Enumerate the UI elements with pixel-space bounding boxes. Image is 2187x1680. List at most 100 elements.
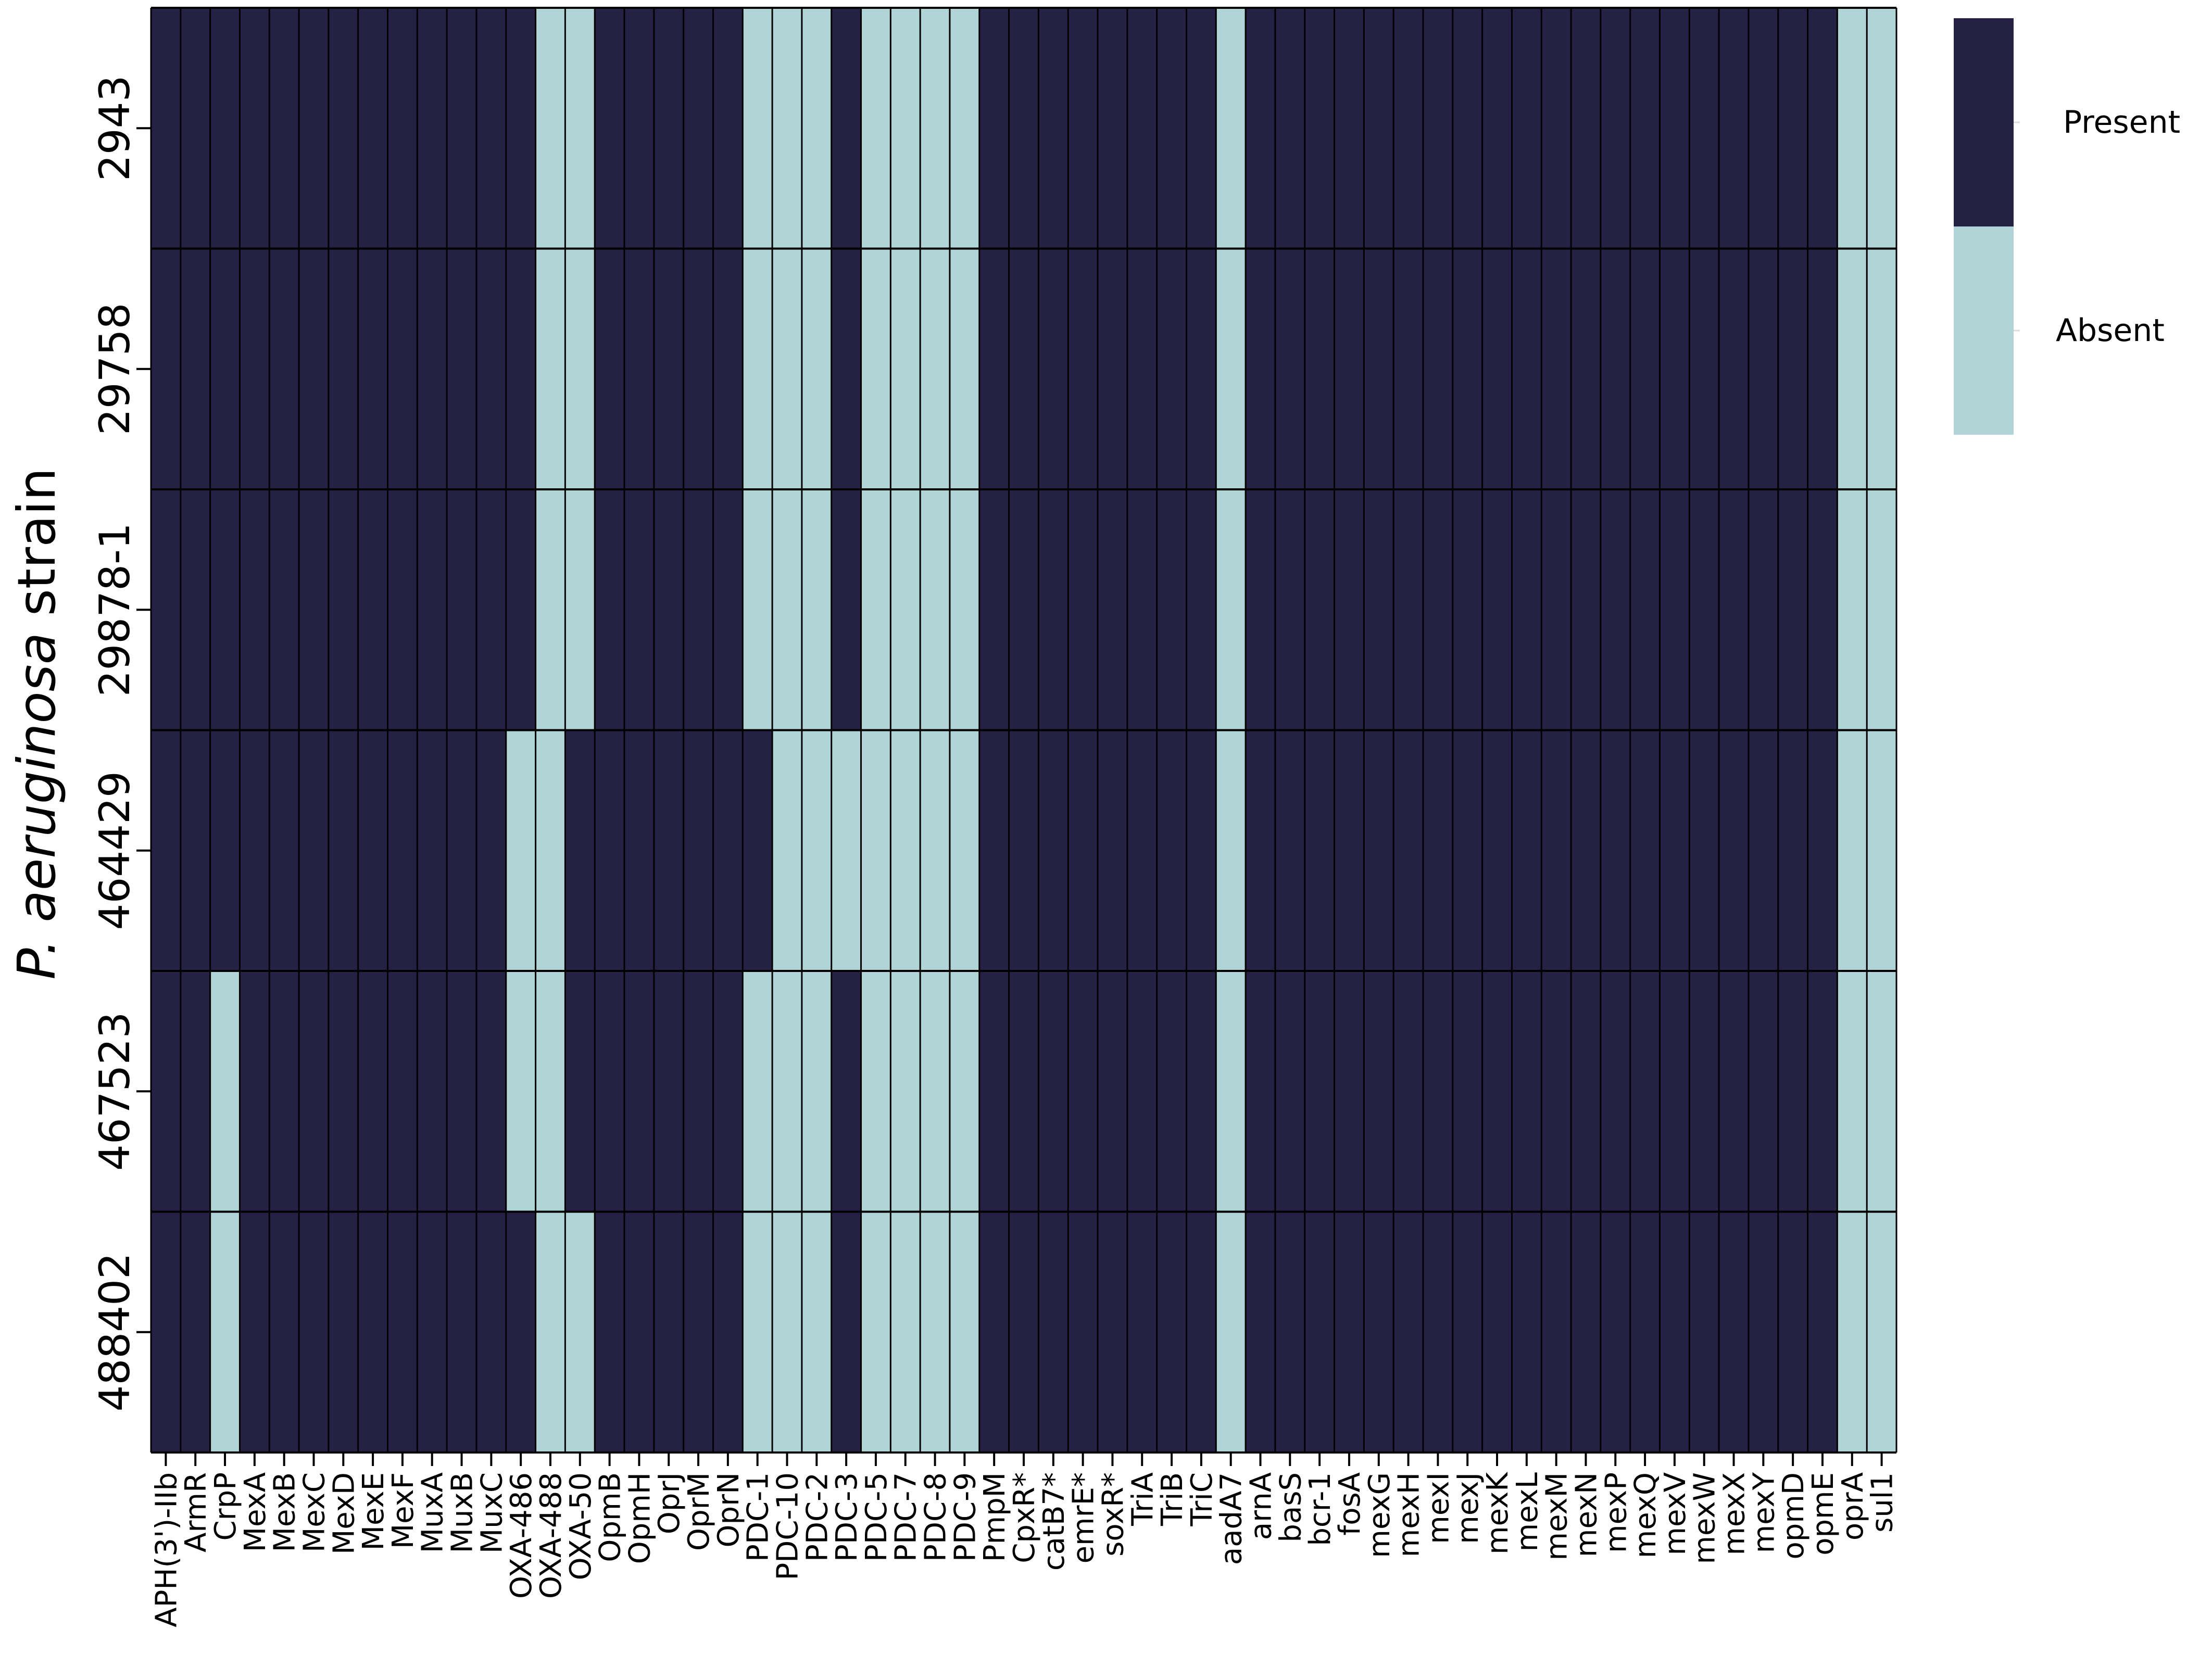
heatmap-cell-464429-mexV bbox=[1660, 730, 1690, 971]
heatmap-cell-2943-MexB bbox=[269, 8, 299, 249]
heatmap-cell-2943-MexC bbox=[299, 8, 329, 249]
x-tick-label: OpmB bbox=[594, 1472, 627, 1562]
heatmap-cell-467523-mexY bbox=[1748, 971, 1779, 1212]
heatmap-cell-464429-mexJ bbox=[1452, 730, 1483, 971]
heatmap-cell-464429-PDC-10 bbox=[772, 730, 802, 971]
heatmap-cell-488402-oprA bbox=[1837, 1211, 1867, 1453]
heatmap-cell-464429-mexY bbox=[1748, 730, 1779, 971]
heatmap-cell-488402-opmD bbox=[1778, 1211, 1808, 1453]
heatmap-cell-464429-OpmH bbox=[624, 730, 655, 971]
heatmap-cell-29758-MuxA bbox=[417, 248, 447, 490]
heatmap-cell-29878-1-mexL bbox=[1512, 489, 1542, 731]
heatmap-cell-464429-MexE bbox=[358, 730, 388, 971]
heatmap-cell-464429-MexB bbox=[269, 730, 299, 971]
heatmap-cell-464429-bcr-1 bbox=[1304, 730, 1335, 971]
heatmap-cell-464429-MexF bbox=[387, 730, 418, 971]
heatmap-cell-488402-OprN bbox=[713, 1211, 743, 1453]
x-tick-label: PDC-8 bbox=[919, 1472, 953, 1562]
heatmap-cell-29758-CrpP bbox=[210, 248, 241, 490]
heatmap-cell-467523-PDC-3 bbox=[831, 971, 862, 1212]
heatmap-cell-29758-CpxR* bbox=[1009, 248, 1039, 490]
heatmap-cell-488402-ArmR bbox=[180, 1211, 211, 1453]
heatmap-cell-2943-mexM bbox=[1541, 8, 1572, 249]
heatmap-cell-29758-opmE bbox=[1807, 248, 1838, 490]
heatmap-cell-488402-bcr-1 bbox=[1304, 1211, 1335, 1453]
heatmap-cell-488402-mexM bbox=[1541, 1211, 1572, 1453]
heatmap-cell-29758-opmD bbox=[1778, 248, 1808, 490]
heatmap-cell-488402-mexG bbox=[1364, 1211, 1394, 1453]
heatmap-cell-29758-catB7* bbox=[1038, 248, 1069, 490]
heatmap-cell-488402-mexQ bbox=[1630, 1211, 1661, 1453]
heatmap-cell-488402-MexA bbox=[240, 1211, 270, 1453]
heatmap-cell-488402-PDC-7 bbox=[890, 1211, 921, 1453]
x-tick-label: PDC-7 bbox=[889, 1472, 923, 1562]
heatmap-cell-464429-basS bbox=[1275, 730, 1305, 971]
heatmap-cell-488402-mexV bbox=[1660, 1211, 1690, 1453]
heatmap-cell-467523-MexF bbox=[387, 971, 418, 1212]
heatmap-cell-488402-TriC bbox=[1186, 1211, 1216, 1453]
heatmap-cell-29878-1-emrE* bbox=[1068, 489, 1098, 731]
heatmap-cell-2943-MuxA bbox=[417, 8, 447, 249]
x-tick-label: MuxC bbox=[475, 1472, 509, 1553]
heatmap-cell-464429-arnA bbox=[1246, 730, 1276, 971]
heatmap-cell-488402-OprJ bbox=[653, 1211, 684, 1453]
heatmap-cell-464429-TriC bbox=[1186, 730, 1216, 971]
heatmap-cell-2943-OpmH bbox=[624, 8, 655, 249]
heatmap-cell-467523-OprJ bbox=[653, 971, 684, 1212]
x-tick-label: emrE* bbox=[1067, 1472, 1101, 1563]
heatmap-cell-29878-1-TriA bbox=[1127, 489, 1158, 731]
heatmap-cell-464429-APH(3')-IIb bbox=[151, 730, 181, 971]
heatmap-cell-488402-MuxC bbox=[476, 1211, 507, 1453]
heatmap-cell-488402-PDC-3 bbox=[831, 1211, 862, 1453]
heatmap-cell-464429-PDC-5 bbox=[861, 730, 891, 971]
heatmap-cell-467523-PDC-2 bbox=[801, 971, 832, 1212]
heatmap-cell-29878-1-basS bbox=[1275, 489, 1305, 731]
heatmap-cell-29878-1-mexX bbox=[1719, 489, 1749, 731]
heatmap-cell-464429-MuxB bbox=[447, 730, 477, 971]
heatmap-cell-467523-mexV bbox=[1660, 971, 1690, 1212]
x-tick-label: aadA7 bbox=[1215, 1472, 1249, 1565]
heatmap-cell-467523-MexE bbox=[358, 971, 388, 1212]
heatmap-cell-467523-PDC-7 bbox=[890, 971, 921, 1212]
heatmap-cell-467523-mexK bbox=[1482, 971, 1513, 1212]
heatmap-cell-2943-PDC-5 bbox=[861, 8, 891, 249]
heatmap-cell-467523-mexM bbox=[1541, 971, 1572, 1212]
legend: Present Absent bbox=[1954, 18, 2180, 435]
x-tick-label: mexW bbox=[1688, 1472, 1722, 1564]
heatmap-cell-2943-OXA-50 bbox=[565, 8, 595, 249]
heatmap-cell-2943-opmE bbox=[1807, 8, 1838, 249]
heatmap-cell-464429-sul1 bbox=[1867, 730, 1897, 971]
heatmap-cell-2943-PDC-1 bbox=[743, 8, 773, 249]
x-tick-label: ArmR bbox=[179, 1472, 213, 1552]
heatmap-cell-2943-PDC-10 bbox=[772, 8, 802, 249]
heatmap-cell-467523-TriC bbox=[1186, 971, 1216, 1212]
heatmap-cell-2943-MuxB bbox=[447, 8, 477, 249]
heatmap-cell-464429-ArmR bbox=[180, 730, 211, 971]
heatmap-cell-2943-mexN bbox=[1571, 8, 1601, 249]
heatmap-cell-467523-CpxR* bbox=[1009, 971, 1039, 1212]
heatmap-cell-488402-mexW bbox=[1689, 1211, 1719, 1453]
heatmap-cell-29758-PDC-5 bbox=[861, 248, 891, 490]
heatmap-cell-29878-1-mexY bbox=[1748, 489, 1779, 731]
heatmap-cell-29758-PDC-2 bbox=[801, 248, 832, 490]
heatmap-cell-464429-CpxR* bbox=[1009, 730, 1039, 971]
x-tick-label: TriA bbox=[1126, 1472, 1160, 1526]
heatmap-cell-29878-1-mexK bbox=[1482, 489, 1513, 731]
x-tick-label: mexV bbox=[1658, 1472, 1692, 1555]
x-tick-label: MexF bbox=[386, 1472, 420, 1549]
x-tick-label: PDC-2 bbox=[800, 1472, 834, 1562]
heatmap-cell-464429-mexN bbox=[1571, 730, 1601, 971]
heatmap-cell-464429-opmE bbox=[1807, 730, 1838, 971]
heatmap-cell-2943-TriB bbox=[1157, 8, 1187, 249]
heatmap-cell-464429-mexL bbox=[1512, 730, 1542, 971]
heatmap-cell-2943-oprA bbox=[1837, 8, 1867, 249]
heatmap-cell-29758-mexK bbox=[1482, 248, 1513, 490]
heatmap-cell-29758-MexF bbox=[387, 248, 418, 490]
x-tick-label: PDC-3 bbox=[830, 1472, 864, 1562]
heatmap-cell-467523-emrE* bbox=[1068, 971, 1098, 1212]
heatmap-cell-464429-OprM bbox=[683, 730, 714, 971]
heatmap-cell-488402-PDC-2 bbox=[801, 1211, 832, 1453]
heatmap-cell-467523-arnA bbox=[1246, 971, 1276, 1212]
heatmap-cell-488402-opmE bbox=[1807, 1211, 1838, 1453]
heatmap-cell-467523-TriB bbox=[1157, 971, 1187, 1212]
